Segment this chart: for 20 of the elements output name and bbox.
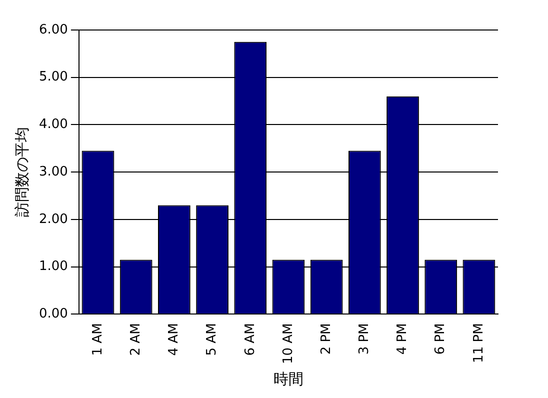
y-tick-label: 0.00 [38,306,68,322]
y-tick-label: 4.00 [38,117,68,132]
x-tick-label: 10 AM [280,323,296,364]
y-tick-label: 6.00 [38,22,68,38]
x-tick-label: 6 AM [242,323,258,356]
y-tick-label: 5.00 [38,70,68,85]
x-tick-label: 2 PM [318,323,334,355]
x-tick-label: 4 AM [166,323,182,356]
x-tick-label: 4 PM [395,323,410,355]
y-axis-title: 訪問数の平均 [12,127,31,218]
x-tick-label: 3 PM [357,323,372,355]
x-tick-label: 11 PM [471,323,486,363]
y-tick-label: 1.00 [38,259,68,274]
x-tick-label: 6 PM [433,323,448,355]
x-axis-title: 時間 [273,370,304,388]
y-tick-label: 2.00 [38,212,68,227]
y-tick-label: 3.00 [38,164,68,180]
x-tick-label: 2 AM [128,323,144,356]
x-tick-label: 1 AM [90,323,106,356]
x-tick-label: 5 AM [204,323,220,356]
